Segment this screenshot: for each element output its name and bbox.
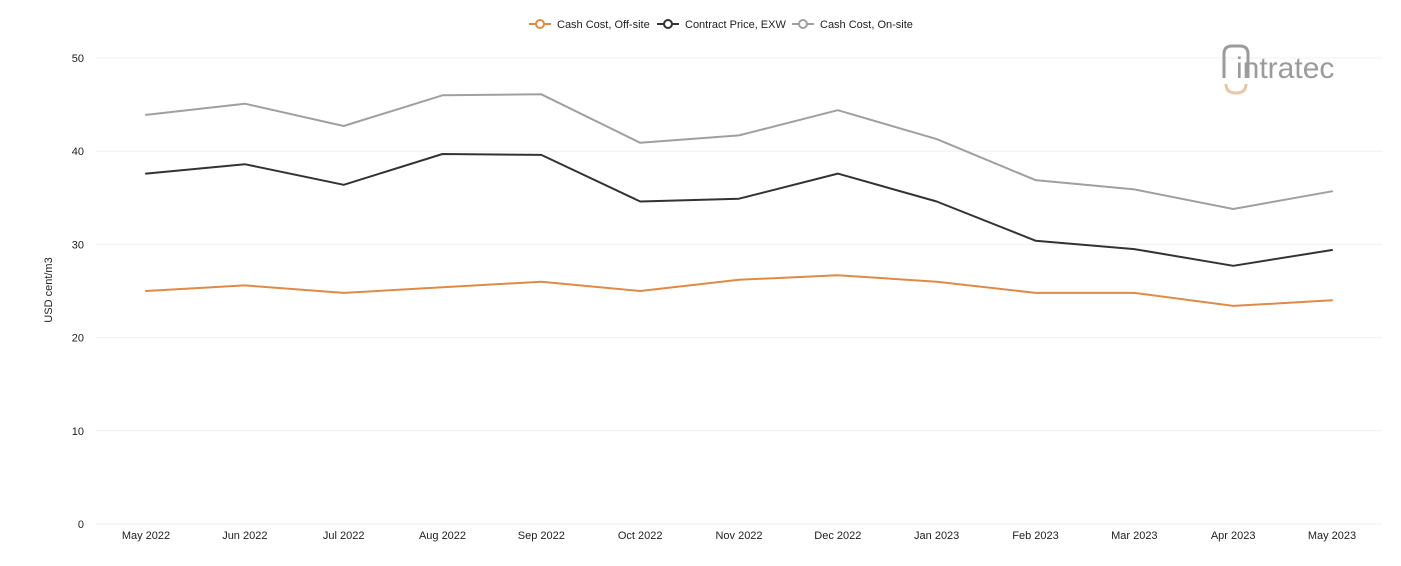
y-tick-label: 40	[72, 146, 84, 158]
series-lines	[145, 93, 1333, 307]
x-tick-label: Nov 2022	[715, 530, 762, 542]
legend: Cash Cost, Off-site Contract Price, EXW Ca…	[529, 19, 913, 31]
x-tick-label: Jun 2022	[222, 530, 267, 542]
legend-label: Cash Cost, On-site	[820, 19, 913, 31]
legend-marker-icon	[663, 19, 673, 29]
intratec-logo: intratec	[1222, 44, 1334, 95]
x-axis-ticks: May 2022 Jun 2022 Jul 2022 Aug 2022 Sep 2022…	[122, 530, 1356, 542]
x-tick-label: Mar 2023	[1111, 530, 1157, 542]
legend-item[interactable]: Contract Price, EXW	[657, 19, 786, 31]
x-tick-label: Oct 2022	[618, 530, 663, 542]
y-axis-title: USD cent/m3	[43, 257, 55, 322]
y-axis-ticks: 0 10 20 30 40 50	[72, 53, 84, 531]
y-tick-label: 30	[72, 239, 84, 251]
x-tick-label: Jul 2022	[323, 530, 365, 542]
grid-lines	[96, 57, 1382, 525]
series-line-1	[145, 274, 1333, 307]
series-line-3	[145, 93, 1333, 210]
legend-item[interactable]: Cash Cost, Off-site	[529, 19, 650, 31]
legend-label: Contract Price, EXW	[685, 19, 786, 31]
legend-marker-icon	[535, 19, 545, 29]
x-tick-label: Aug 2022	[419, 530, 466, 542]
logo-text: intratec	[1236, 52, 1334, 85]
intratec-logo-icon	[1222, 44, 1250, 95]
legend-label: Cash Cost, Off-site	[557, 19, 650, 31]
legend-item[interactable]: Cash Cost, On-site	[792, 19, 913, 31]
legend-marker-icon	[798, 19, 808, 29]
x-tick-label: Dec 2022	[814, 530, 861, 542]
y-tick-label: 20	[72, 333, 84, 345]
x-tick-label: Feb 2023	[1012, 530, 1058, 542]
x-tick-label: May 2022	[122, 530, 170, 542]
x-tick-label: May 2023	[1308, 530, 1356, 542]
series-line-2	[145, 153, 1333, 267]
x-tick-label: Jan 2023	[914, 530, 959, 542]
x-tick-label: Apr 2023	[1211, 530, 1256, 542]
x-tick-label: Sep 2022	[518, 530, 565, 542]
y-tick-label: 0	[78, 519, 84, 531]
y-tick-label: 10	[72, 426, 84, 438]
y-tick-label: 50	[72, 53, 84, 65]
